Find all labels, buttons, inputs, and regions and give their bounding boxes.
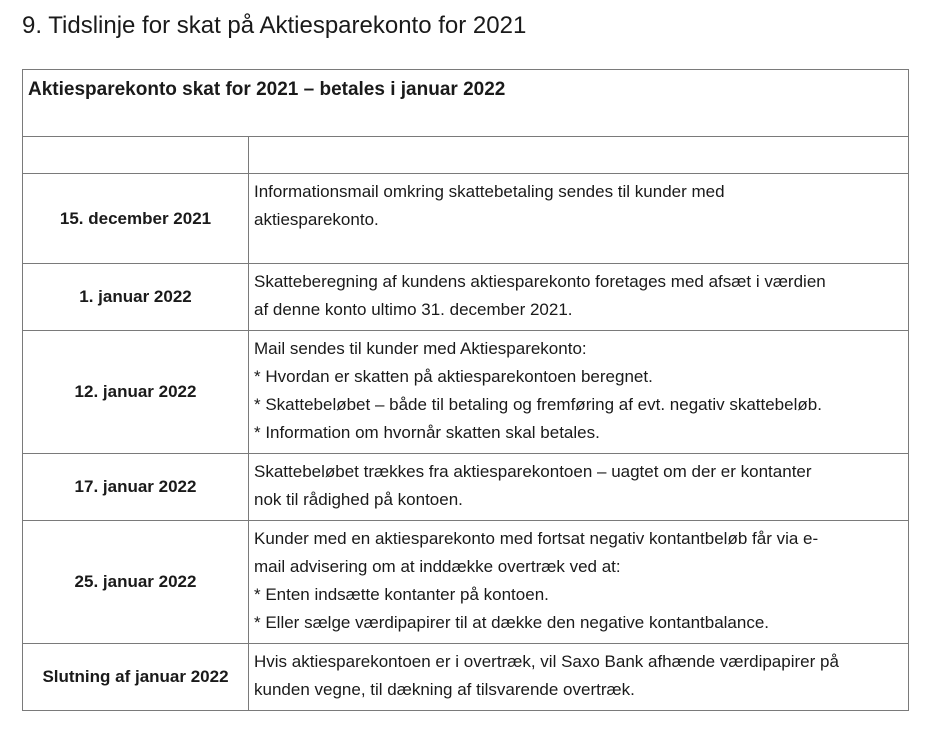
timeline-date: 15. december 2021 bbox=[22, 173, 249, 264]
timeline-date: 25. januar 2022 bbox=[22, 520, 249, 644]
description-line: af denne konto ultimo 31. december 2021. bbox=[254, 300, 573, 319]
empty-row bbox=[22, 136, 909, 174]
timeline-date: Slutning af januar 2022 bbox=[22, 643, 249, 711]
description-line: mail advisering om at inddække overtræk … bbox=[254, 557, 621, 576]
description-line: nok til rådighed på kontoen. bbox=[254, 490, 463, 509]
description-line: * Eller sælge værdipapirer til at dække … bbox=[254, 613, 770, 632]
timeline-description: Skatteberegning af kundens aktiesparekon… bbox=[248, 263, 909, 331]
description-line: Informationsmail omkring skattebetaling … bbox=[254, 182, 725, 201]
description-line: Skattebeløbet trækkes fra aktiesparekont… bbox=[254, 462, 812, 481]
timeline-row: 15. december 2021 Informationsmail omkri… bbox=[22, 173, 909, 264]
description-line: Mail sendes til kunder med Aktiesparekon… bbox=[254, 339, 587, 358]
table-title-row: Aktiesparekonto skat for 2021 – betales … bbox=[22, 69, 909, 137]
description-line: * Skattebeløbet – både til betaling og f… bbox=[254, 395, 822, 414]
description-line: * Enten indsætte kontanter på kontoen. bbox=[254, 585, 549, 604]
timeline-row: 12. januar 2022 Mail sendes til kunder m… bbox=[22, 330, 909, 454]
tax-timeline-table: Aktiesparekonto skat for 2021 – betales … bbox=[22, 69, 909, 711]
table-title-cell: Aktiesparekonto skat for 2021 – betales … bbox=[22, 69, 909, 137]
description-line: * Information om hvornår skatten skal be… bbox=[254, 423, 600, 442]
section-heading: 9. Tidslinje for skat på Aktiesparekonto… bbox=[22, 12, 527, 39]
description-line: aktiesparekonto. bbox=[254, 210, 379, 229]
table-title: Aktiesparekonto skat for 2021 – betales … bbox=[28, 79, 506, 100]
timeline-row: 17. januar 2022 Skattebeløbet trækkes fr… bbox=[22, 453, 909, 521]
description-line: * Hvordan er skatten på aktiesparekontoe… bbox=[254, 367, 653, 386]
description-line: Skatteberegning af kundens aktiesparekon… bbox=[254, 272, 826, 291]
description-line: kunden vegne, til dækning af tilsvarende… bbox=[254, 680, 635, 699]
timeline-date: 12. januar 2022 bbox=[22, 330, 249, 454]
empty-date-cell bbox=[22, 136, 249, 174]
timeline-date: 1. januar 2022 bbox=[22, 263, 249, 331]
timeline-row: 1. januar 2022 Skatteberegning af kunden… bbox=[22, 263, 909, 331]
description-line: Kunder med en aktiesparekonto med fortsa… bbox=[254, 529, 819, 548]
timeline-row: 25. januar 2022 Kunder med en aktiespare… bbox=[22, 520, 909, 644]
timeline-date: 17. januar 2022 bbox=[22, 453, 249, 521]
timeline-description: Kunder med en aktiesparekonto med fortsa… bbox=[248, 520, 909, 644]
timeline-description: Mail sendes til kunder med Aktiesparekon… bbox=[248, 330, 909, 454]
empty-desc-cell bbox=[248, 136, 909, 174]
timeline-description: Skattebeløbet trækkes fra aktiesparekont… bbox=[248, 453, 909, 521]
timeline-description: Informationsmail omkring skattebetaling … bbox=[248, 173, 909, 264]
timeline-description: Hvis aktiesparekontoen er i overtræk, vi… bbox=[248, 643, 909, 711]
description-line: Hvis aktiesparekontoen er i overtræk, vi… bbox=[254, 652, 839, 671]
timeline-row: Slutning af januar 2022 Hvis aktiesparek… bbox=[22, 643, 909, 711]
